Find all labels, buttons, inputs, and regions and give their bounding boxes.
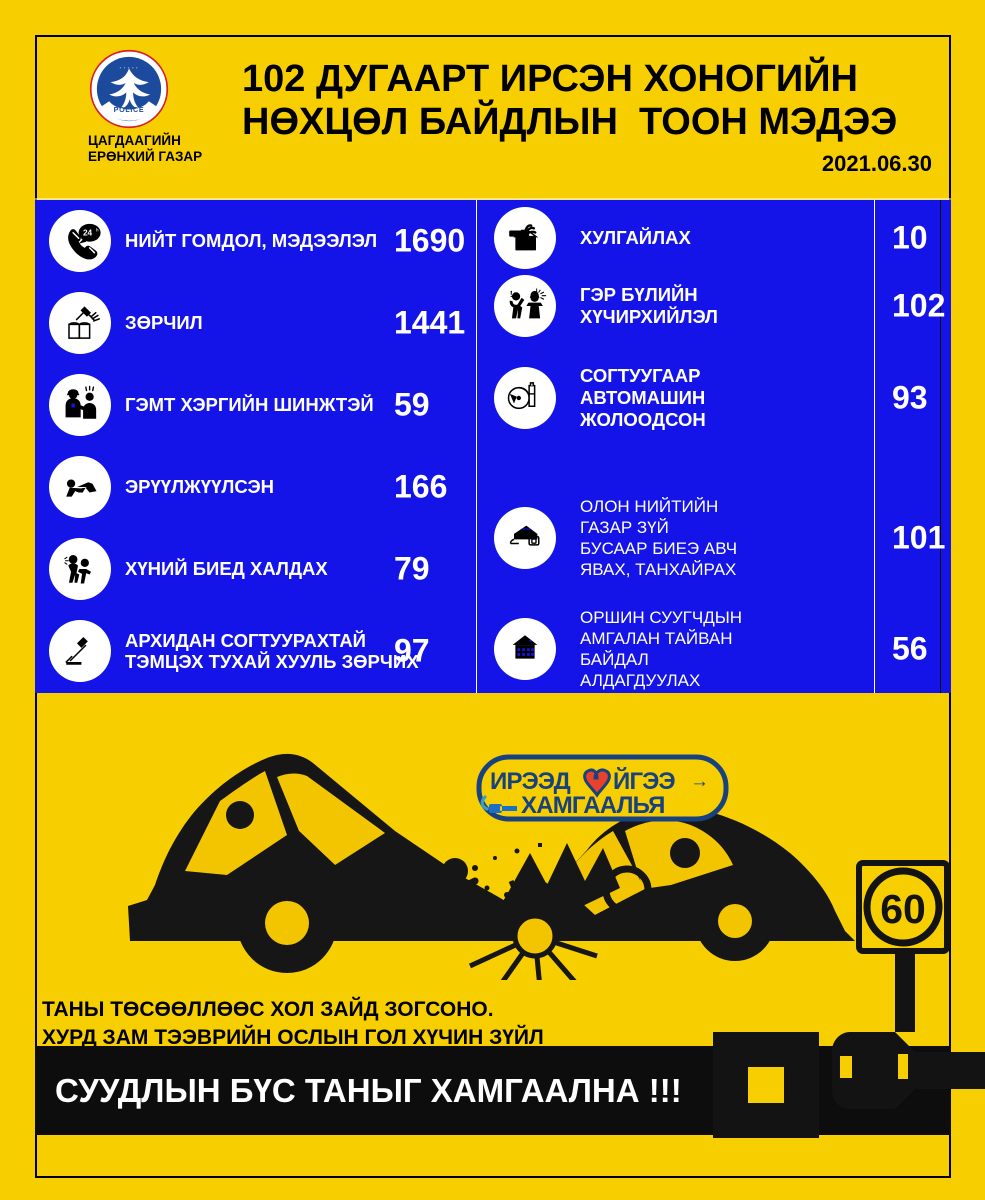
svg-text:ХАМГААЛЬЯ: ХАМГААЛЬЯ — [521, 792, 665, 819]
svg-text:60: 60 — [880, 886, 926, 932]
svg-text:24: 24 — [83, 229, 93, 238]
svg-text:POLICE: POLICE — [114, 106, 145, 114]
svg-text:ЙГЭЭ: ЙГЭЭ — [613, 767, 676, 795]
svg-text:ИРЭЭД: ИРЭЭД — [490, 768, 571, 795]
svg-text:→: → — [690, 771, 709, 792]
svg-text:h: h — [96, 227, 99, 233]
